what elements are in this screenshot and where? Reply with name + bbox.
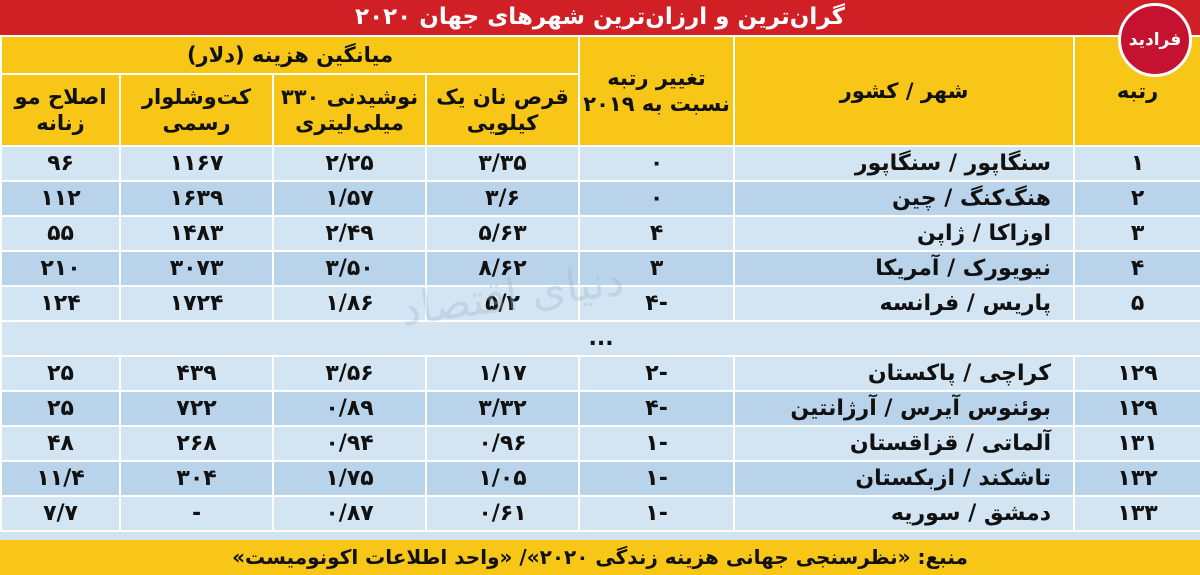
suit-price-cell: ۱۷۲۴ (119, 285, 275, 322)
city-cell: دمشق / سوریه (733, 495, 1076, 532)
header-suit: کت‌وشلوار رسمی (119, 73, 275, 147)
header-avg-cost: میانگین هزینه (دلار) (0, 35, 581, 75)
haircut-price-cell: ۴۸ (0, 425, 122, 462)
haircut-price-cell: ۲۱۰ (0, 250, 122, 287)
rank-cell: ۱۳۲ (1073, 460, 1200, 497)
drink-price-cell: ۱/۸۶ (272, 285, 428, 322)
rank-cell: ۱۲۹ (1073, 355, 1200, 392)
ellipsis-row: ... (0, 320, 1200, 357)
haircut-price-cell: ۵۵ (0, 215, 122, 252)
header-haircut: اصلاح مو زنانه (0, 73, 122, 147)
city-cell: هنگ‌کنگ / چین (733, 180, 1076, 217)
drink-price-cell: ۳/۵۶ (272, 355, 428, 392)
rank-cell: ۱۲۹ (1073, 390, 1200, 427)
city-cell: تاشکند / ازبکستان (733, 460, 1076, 497)
city-cell: سنگاپور / سنگاپور (733, 145, 1076, 182)
change-cell: -۱ (578, 460, 736, 497)
bread-price-cell: ۳/۳۵ (425, 145, 581, 182)
bread-price-cell: ۱/۰۵ (425, 460, 581, 497)
change-cell: -۴ (578, 390, 736, 427)
table-gap: ... (0, 320, 1200, 357)
rank-cell: ۵ (1073, 285, 1200, 322)
bread-price-cell: ۸/۶۲ (425, 250, 581, 287)
cost-table: رتبه شهر / کشور تغییر رتبه نسبت به ۲۰۱۹ … (0, 35, 1200, 532)
drink-price-cell: ۱/۷۵ (272, 460, 428, 497)
suit-price-cell: ۳۰۷۳ (119, 250, 275, 287)
suit-price-cell: ۱۴۸۳ (119, 215, 275, 252)
haircut-price-cell: ۱۱/۴ (0, 460, 122, 497)
rank-cell: ۱۳۱ (1073, 425, 1200, 462)
change-cell: ۴ (578, 215, 736, 252)
bread-price-cell: ۵/۲ (425, 285, 581, 322)
rank-cell: ۲ (1073, 180, 1200, 217)
drink-price-cell: ۰/۹۴ (272, 425, 428, 462)
table-row: ۴ نیویورک / آمریکا ۳ ۸/۶۲ ۳/۵۰ ۳۰۷۳ ۲۱۰ (0, 250, 1200, 287)
site-logo[interactable]: فرادید (1118, 3, 1192, 77)
chart-title: گران‌ترین و ارزان‌ترین شهرهای جهان ۲۰۲۰ (0, 0, 1200, 35)
rank-cell: ۱ (1073, 145, 1200, 182)
change-cell: ۰ (578, 145, 736, 182)
header-city: شهر / کشور (733, 35, 1076, 147)
header-bread: قرص نان یک کیلویی (425, 73, 581, 147)
city-cell: پاریس / فرانسه (733, 285, 1076, 322)
suit-price-cell: ۷۲۲ (119, 390, 275, 427)
city-cell: کراچی / پاکستان (733, 355, 1076, 392)
haircut-price-cell: ۲۵ (0, 390, 122, 427)
bread-price-cell: ۰/۹۶ (425, 425, 581, 462)
drink-price-cell: ۲/۴۹ (272, 215, 428, 252)
city-cell: آلماتی / قزاقستان (733, 425, 1076, 462)
change-cell: ۰ (578, 180, 736, 217)
table-row: ۱۳۳ دمشق / سوریه -۱ ۰/۶۱ ۰/۸۷-۷/۷ (0, 495, 1200, 532)
table-row: ۲ هنگ‌کنگ / چین ۰ ۳/۶ ۱/۵۷ ۱۶۳۹ ۱۱۲ (0, 180, 1200, 217)
suit-price-cell: ۴۳۹ (119, 355, 275, 392)
table-row: ۳ اوزاکا / ژاپن ۴ ۵/۶۳ ۲/۴۹ ۱۴۸۳ ۵۵ (0, 215, 1200, 252)
table-row: ۱۲۹ کراچی / پاکستان -۲ ۱/۱۷ ۳/۵۶ ۴۳۹ ۲۵ (0, 355, 1200, 392)
bread-price-cell: ۰/۶۱ (425, 495, 581, 532)
suit-price-cell: ۱۱۶۷ (119, 145, 275, 182)
header-change: تغییر رتبه نسبت به ۲۰۱۹ (578, 35, 736, 147)
haircut-price-cell: ۱۱۲ (0, 180, 122, 217)
change-cell: -۱ (578, 425, 736, 462)
table-body-top: ۱ سنگاپور / سنگاپور ۰ ۳/۳۵ ۲/۲۵ ۱۱۶۷ ۹۶ ۲ هنگ‌کن… (0, 145, 1200, 322)
drink-price-cell: ۱/۵۷ (272, 180, 428, 217)
suit-price-cell: - (119, 495, 275, 532)
change-cell: -۲ (578, 355, 736, 392)
drink-price-cell: ۰/۸۹ (272, 390, 428, 427)
table-row: ۱۳۲ تاشکند / ازبکستان -۱ ۱/۰۵ ۱/۷۵ ۳۰۴ ۱۱/۴ (0, 460, 1200, 497)
change-cell: ۳ (578, 250, 736, 287)
change-cell: -۱ (578, 495, 736, 532)
bread-price-cell: ۵/۶۳ (425, 215, 581, 252)
city-cell: نیویورک / آمریکا (733, 250, 1076, 287)
source-note: منبع: «نظرسنجی جهانی هزینه زندگی ۲۰۲۰»/ … (0, 540, 1200, 575)
suit-price-cell: ۳۰۴ (119, 460, 275, 497)
change-cell: -۴ (578, 285, 736, 322)
drink-price-cell: ۰/۸۷ (272, 495, 428, 532)
city-cell: اوزاکا / ژاپن (733, 215, 1076, 252)
table-row: ۱۳۱ آلماتی / قزاقستان -۱ ۰/۹۶ ۰/۹۴ ۲۶۸ ۴۸ (0, 425, 1200, 462)
rank-cell: ۴ (1073, 250, 1200, 287)
header-drink: نوشیدنی ۳۳۰ میلی‌لیتری (272, 73, 428, 147)
suit-price-cell: ۲۶۸ (119, 425, 275, 462)
haircut-price-cell: ۲۵ (0, 355, 122, 392)
haircut-price-cell: ۱۲۴ (0, 285, 122, 322)
rank-cell: ۳ (1073, 215, 1200, 252)
suit-price-cell: ۱۶۳۹ (119, 180, 275, 217)
haircut-price-cell: ۷/۷ (0, 495, 122, 532)
table-body-bottom: ۱۲۹ کراچی / پاکستان -۲ ۱/۱۷ ۳/۵۶ ۴۳۹ ۲۵ ۱۲۹ بوئن… (0, 355, 1200, 532)
haircut-price-cell: ۹۶ (0, 145, 122, 182)
bread-price-cell: ۳/۶ (425, 180, 581, 217)
table-row: ۱۲۹ بوئنوس آیرس / آرژانتین -۴ ۳/۳۲ ۰/۸۹ ۷۲۲ ۲۵ (0, 390, 1200, 427)
rank-cell: ۱۳۳ (1073, 495, 1200, 532)
table-row: ۱ سنگاپور / سنگاپور ۰ ۳/۳۵ ۲/۲۵ ۱۱۶۷ ۹۶ (0, 145, 1200, 182)
table-row: ۵ پاریس / فرانسه -۴ ۵/۲ ۱/۸۶ ۱۷۲۴ ۱۲۴ (0, 285, 1200, 322)
drink-price-cell: ۲/۲۵ (272, 145, 428, 182)
bread-price-cell: ۱/۱۷ (425, 355, 581, 392)
bread-price-cell: ۳/۳۲ (425, 390, 581, 427)
city-cell: بوئنوس آیرس / آرژانتین (733, 390, 1076, 427)
drink-price-cell: ۳/۵۰ (272, 250, 428, 287)
